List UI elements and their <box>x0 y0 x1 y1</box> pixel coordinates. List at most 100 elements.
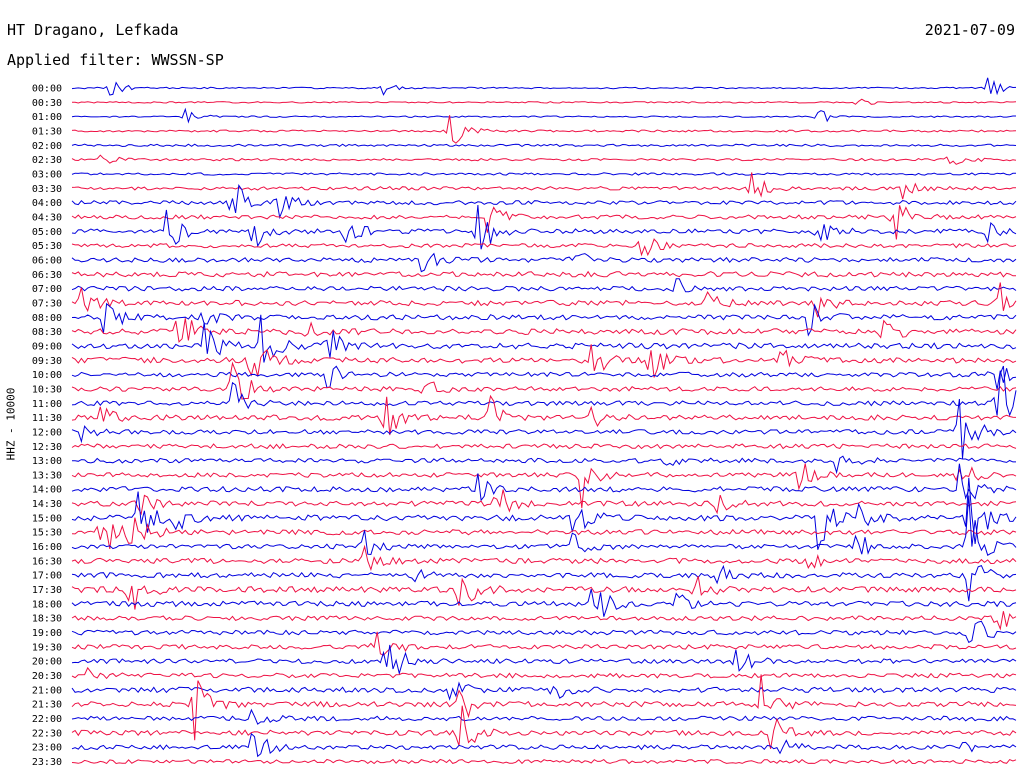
seismic-trace <box>71 463 1017 502</box>
seismic-trace <box>71 302 1017 337</box>
seismic-trace <box>71 270 1017 278</box>
seismic-trace <box>71 489 1017 516</box>
time-label: 07:30 <box>32 298 62 309</box>
time-label: 11:00 <box>32 399 62 410</box>
seismic-trace <box>71 620 1017 644</box>
time-label: 18:00 <box>32 599 62 610</box>
seismic-trace <box>71 544 1017 572</box>
seismic-trace <box>71 576 1017 610</box>
time-label: 07:00 <box>32 284 62 295</box>
time-label: 13:00 <box>32 456 62 467</box>
seismic-trace <box>71 318 1017 343</box>
time-label: 15:30 <box>32 528 62 539</box>
time-label: 22:30 <box>32 728 62 739</box>
seismic-trace <box>71 238 1017 257</box>
seismic-trace <box>71 681 1017 701</box>
seismic-trace <box>71 611 1017 631</box>
seismic-trace <box>71 344 1017 378</box>
time-label: 17:30 <box>32 585 62 596</box>
seismic-trace <box>71 705 1017 749</box>
seismic-trace <box>71 443 1017 450</box>
time-label: 11:30 <box>32 413 62 424</box>
seismic-trace <box>71 732 1017 758</box>
seismic-trace <box>71 495 1017 556</box>
seismic-trace <box>71 463 1017 509</box>
time-label: 08:00 <box>32 313 62 324</box>
seismic-trace <box>71 517 1017 549</box>
seismic-trace <box>71 282 1017 318</box>
seismic-trace <box>71 588 1017 617</box>
time-label: 02:30 <box>32 155 62 166</box>
seismic-trace <box>71 314 1017 363</box>
time-label: 14:00 <box>32 485 62 496</box>
seismic-trace <box>71 183 1017 220</box>
seismic-trace <box>71 252 1017 273</box>
time-label: 05:00 <box>32 227 62 238</box>
station-title: HT Dragano, Lefkada <box>7 21 179 39</box>
seismic-trace <box>71 758 1017 765</box>
time-label: 05:30 <box>32 241 62 252</box>
seismic-trace <box>71 143 1017 148</box>
seismic-trace <box>71 631 1017 656</box>
seismic-trace <box>71 172 1016 176</box>
time-label: 10:00 <box>32 370 62 381</box>
time-label: 22:00 <box>32 714 62 725</box>
time-label: 13:30 <box>32 470 62 481</box>
seismic-trace <box>71 98 1017 105</box>
seismic-trace <box>71 365 1017 417</box>
time-label: 19:30 <box>32 642 62 653</box>
time-label: 01:00 <box>32 112 62 123</box>
time-label: 01:30 <box>32 126 62 137</box>
seismic-trace <box>71 644 1017 676</box>
time-label: 09:00 <box>32 341 62 352</box>
time-label: 23:30 <box>32 757 62 768</box>
seismic-trace <box>71 107 1016 124</box>
recording-date: 2021-07-09 <box>924 21 1015 39</box>
time-label: 03:30 <box>32 184 62 195</box>
time-label: 03:00 <box>32 169 62 180</box>
time-label: 10:30 <box>32 384 62 395</box>
time-label: 04:30 <box>32 212 62 223</box>
seismic-trace <box>71 564 1017 602</box>
time-label: 15:00 <box>32 513 62 524</box>
time-label: 02:00 <box>32 141 62 152</box>
seismic-trace <box>71 205 1017 240</box>
seismic-trace <box>71 154 1017 165</box>
seismic-trace <box>71 365 1017 390</box>
time-label: 06:30 <box>32 270 62 281</box>
time-label: 21:00 <box>32 685 62 696</box>
seismic-trace <box>71 666 1017 680</box>
seismic-trace <box>71 172 1017 200</box>
time-label: 16:30 <box>32 556 62 567</box>
seismic-trace <box>71 708 1017 725</box>
time-label: 14:30 <box>32 499 62 510</box>
seismic-trace <box>71 394 1017 436</box>
time-label: 06:00 <box>32 255 62 266</box>
time-label: 00:00 <box>32 84 62 95</box>
seismic-trace <box>71 278 1017 293</box>
seismic-trace <box>71 398 1017 459</box>
time-label: 12:30 <box>32 442 62 453</box>
time-label: 17:00 <box>32 571 62 582</box>
time-label: 20:00 <box>32 657 62 668</box>
time-label: 12:00 <box>32 427 62 438</box>
time-label: 04:00 <box>32 198 62 209</box>
time-label: 19:00 <box>32 628 62 639</box>
time-label: 00:30 <box>32 98 62 109</box>
filter-label: Applied filter: WWSSN-SP <box>7 51 224 69</box>
time-label: 18:30 <box>32 614 62 625</box>
seismic-trace <box>71 77 1017 96</box>
seismic-trace <box>71 115 1017 144</box>
seismic-trace <box>71 455 1016 475</box>
time-label: 16:00 <box>32 542 62 553</box>
time-label: 20:30 <box>32 671 62 682</box>
time-label: 09:30 <box>32 356 62 367</box>
seismic-trace <box>71 674 1017 741</box>
seismic-traces <box>71 77 1017 765</box>
time-label: 08:30 <box>32 327 62 338</box>
seismic-trace <box>71 204 1017 250</box>
time-label: 23:00 <box>32 743 62 754</box>
time-labels: 00:00 00:30 01:00 01:30 02:00 02:30 03:00 03:30… <box>32 84 62 769</box>
seismic-trace <box>71 361 1017 400</box>
